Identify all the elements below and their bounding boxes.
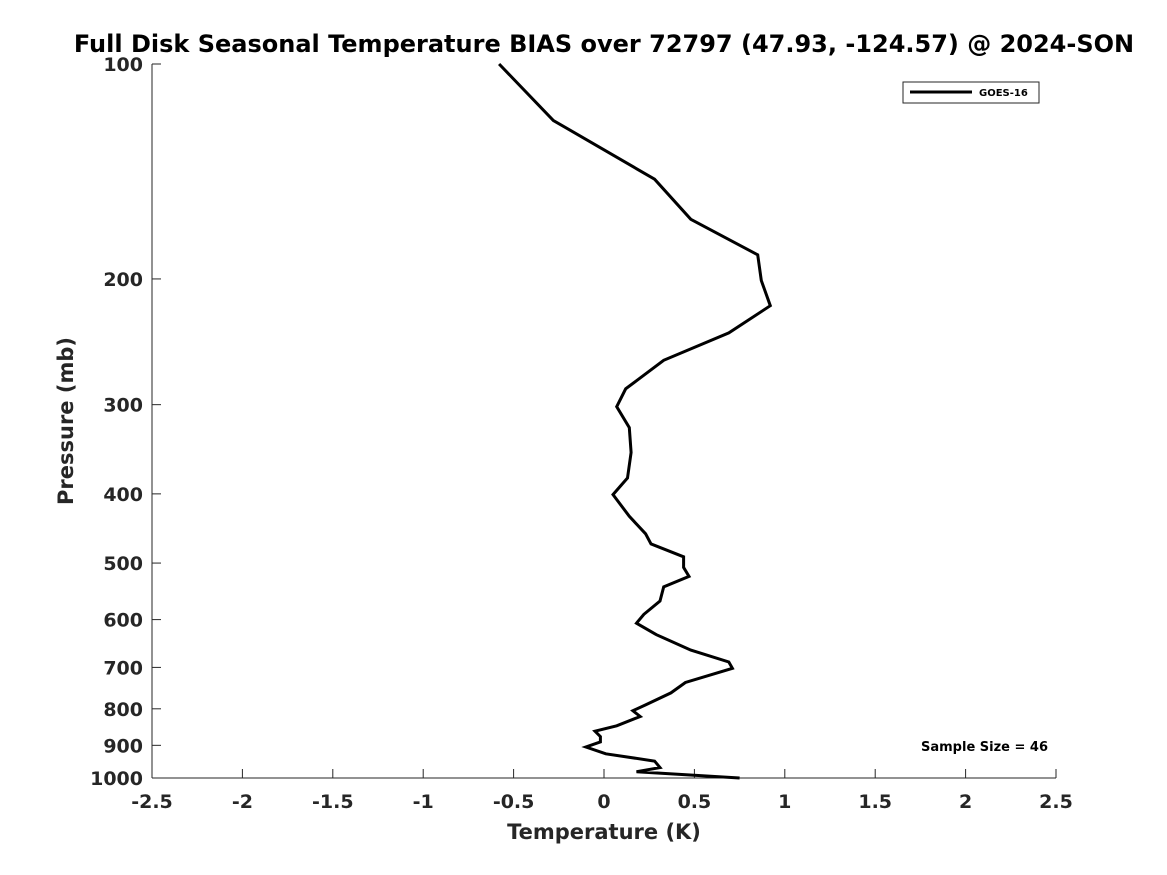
series-group <box>498 62 773 780</box>
sample-size-annotation: Sample Size = 46 <box>921 740 1048 755</box>
y-tick-label: 200 <box>103 269 143 291</box>
y-ticks: 100 200 300 400 500 600 700 800 900 1000 <box>90 54 161 790</box>
y-tick-label: 300 <box>103 395 143 417</box>
x-tick-label: 1 <box>778 791 791 813</box>
x-tick-label: -1.5 <box>312 791 354 813</box>
x-tick-label: -2.5 <box>131 791 173 813</box>
y-tick-label: 600 <box>103 610 143 632</box>
x-tick-label: 0 <box>597 791 610 813</box>
y-tick-label: 1000 <box>90 768 143 790</box>
x-axis-label: Temperature (K) <box>507 820 701 844</box>
series-line-goes-16 <box>498 62 773 780</box>
x-tick-label: -2 <box>232 791 253 813</box>
y-tick-label: 800 <box>103 699 143 721</box>
x-ticks: -2.5 -2 -1.5 -1 -0.5 0 0.5 1 1.5 2 2.5 <box>131 769 1073 813</box>
legend-label-goes-16: GOES-16 <box>979 88 1028 99</box>
x-tick-label: 0.5 <box>678 791 712 813</box>
x-tick-label: -1 <box>413 791 434 813</box>
legend: GOES-16 <box>902 81 1040 104</box>
x-tick-label: -0.5 <box>493 791 535 813</box>
chart-title: Full Disk Seasonal Temperature BIAS over… <box>74 30 1134 58</box>
axes <box>151 64 1056 779</box>
y-tick-label: 500 <box>103 553 143 575</box>
y-tick-label: 400 <box>103 484 143 506</box>
y-axis-label: Pressure (mb) <box>54 337 78 505</box>
y-tick-label: 100 <box>103 54 143 76</box>
x-tick-label: 2 <box>959 791 972 813</box>
y-tick-label: 900 <box>103 735 143 757</box>
y-tick-label: 700 <box>103 657 143 679</box>
x-tick-label: 1.5 <box>858 791 892 813</box>
x-tick-label: 2.5 <box>1039 791 1073 813</box>
